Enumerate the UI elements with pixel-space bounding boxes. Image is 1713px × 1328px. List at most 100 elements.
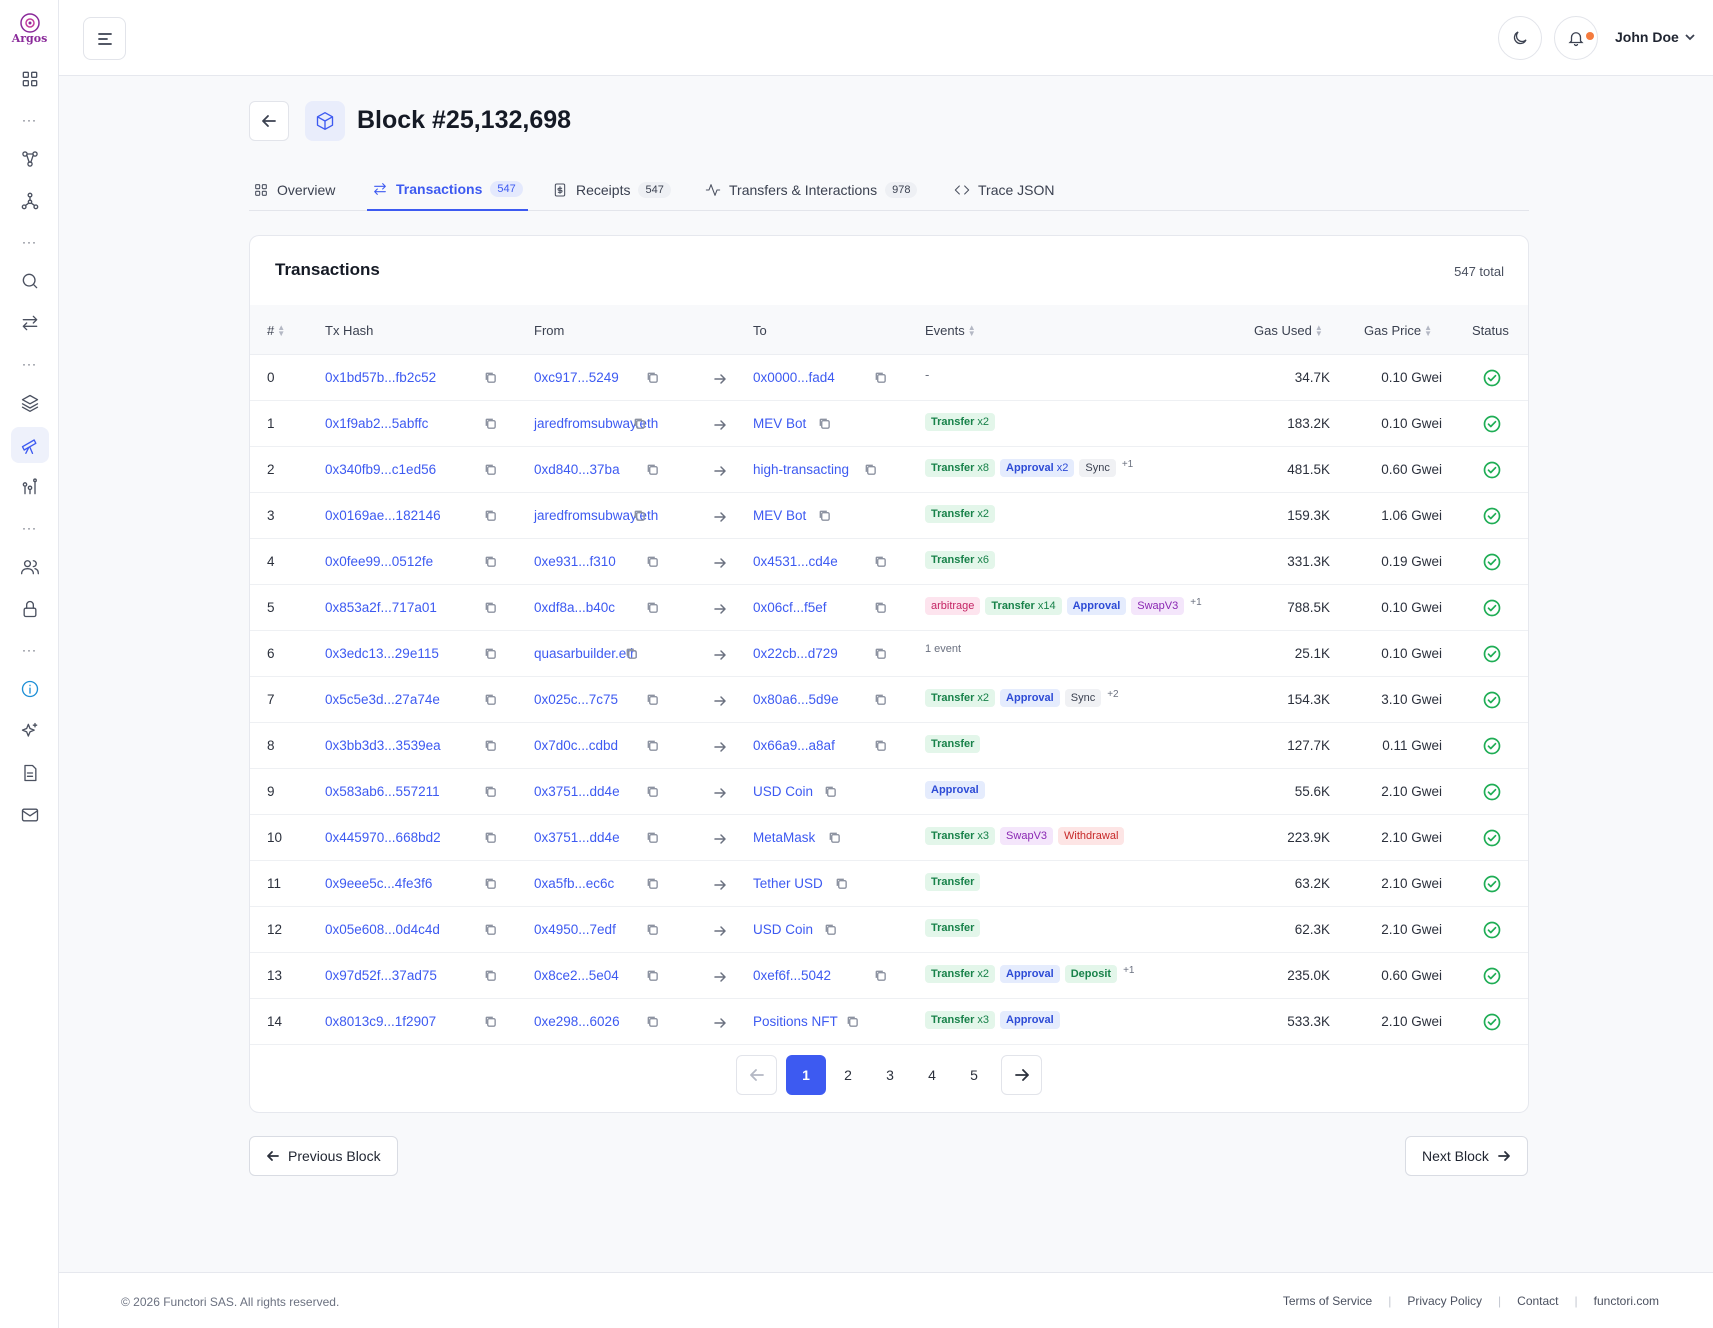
copy-icon[interactable] [646,1015,659,1028]
copy-icon[interactable] [646,831,659,844]
to-address-link[interactable]: USD Coin [753,784,814,799]
copy-icon[interactable] [646,463,659,476]
copy-icon[interactable] [646,371,659,384]
pagination-page-2[interactable]: 2 [844,1067,852,1083]
tab-transactions[interactable]: Transactions 547 [367,168,528,211]
copy-icon[interactable] [633,417,646,430]
copy-icon[interactable] [646,555,659,568]
to-address-link[interactable]: high-transacting [753,462,850,477]
table-row[interactable]: 8 0x3bb3d3...3539ea 0x7d0c...cdbd 0x66a9...… [250,723,1528,769]
more-events[interactable]: +2 [1107,688,1119,700]
pagination-page-3[interactable]: 3 [886,1067,894,1083]
more-events[interactable]: +1 [1123,964,1135,976]
chevron-down-icon[interactable] [1683,30,1697,44]
copy-icon[interactable] [646,877,659,890]
argos-logo[interactable]: Argos [0,12,59,45]
copy-icon[interactable] [633,509,646,522]
from-address-link[interactable]: 0xc917...5249 [534,370,619,385]
to-address-link[interactable]: Positions NFT [753,1014,838,1029]
to-address-link[interactable]: 0x0000...fad4 [753,370,835,385]
tab-overview[interactable]: Overview [253,168,335,211]
to-address-link[interactable]: MetaMask [753,830,816,845]
from-address-link[interactable]: 0xa5fb...ec6c [534,876,615,891]
from-address-link[interactable]: quasarbuilder.eth [534,646,638,661]
tx-hash-link[interactable]: 0x5c5e3d...27a74e [325,692,440,707]
table-row[interactable]: 3 0x0169ae...182146 jaredfromsubway.eth MEV… [250,493,1528,539]
to-address-link[interactable]: MEV Bot [753,416,807,431]
to-address-link[interactable]: 0x22cb...d729 [753,646,838,661]
copy-icon[interactable] [828,831,841,844]
table-row[interactable]: 12 0x05e608...0d4c4d 0x4950...7edf USD Coin… [250,907,1528,953]
copy-icon[interactable] [484,739,497,752]
tx-hash-link[interactable]: 0x853a2f...717a01 [325,600,437,615]
from-address-link[interactable]: 0x8ce2...5e04 [534,968,619,983]
copy-icon[interactable] [864,463,877,476]
copy-icon[interactable] [874,371,887,384]
copy-icon[interactable] [818,509,831,522]
table-row[interactable]: 14 0x8013c9...1f2907 0xe298...6026 Position… [250,999,1528,1045]
from-address-link[interactable]: jaredfromsubway.eth [534,508,659,523]
tx-hash-link[interactable]: 0x1bd57b...fb2c52 [325,370,437,385]
copy-icon[interactable] [835,877,848,890]
table-row[interactable]: 1 0x1f9ab2...5abffc jaredfromsubway.eth MEV… [250,401,1528,447]
copy-icon[interactable] [484,923,497,936]
telescope-icon[interactable] [11,427,49,463]
pagination-prev-button[interactable] [736,1055,777,1095]
to-address-link[interactable]: 0xef6f...5042 [753,968,832,983]
to-address-link[interactable]: Tether USD [753,876,823,891]
copy-icon[interactable] [484,509,497,522]
from-address-link[interactable]: 0xd840...37ba [534,462,620,477]
tx-hash-link[interactable]: 0x9eee5c...4fe3f6 [325,876,433,891]
graph-icon[interactable] [20,191,40,211]
theme-toggle-button[interactable] [1498,16,1542,60]
back-button[interactable] [249,101,289,141]
table-row[interactable]: 9 0x583ab6...557211 0x3751...dd4e USD Coin A… [250,769,1528,815]
tx-hash-link[interactable]: 0x1f9ab2...5abffc [325,416,429,431]
from-address-link[interactable]: 0x025c...7c75 [534,692,619,707]
tx-hash-link[interactable]: 0x0169ae...182146 [325,508,441,523]
footer-link-website[interactable]: functori.com [1593,1294,1659,1308]
copy-icon[interactable] [484,693,497,706]
copy-icon[interactable] [484,417,497,430]
tab-receipts[interactable]: Receipts 547 [552,168,671,211]
to-address-link[interactable]: 0x66a9...a8af [753,738,835,753]
copy-icon[interactable] [874,647,887,660]
swap-icon[interactable] [20,313,40,333]
tx-hash-link[interactable]: 0x340fb9...c1ed56 [325,462,437,477]
notifications-button[interactable] [1554,16,1598,60]
table-row[interactable]: 6 0x3edc13...29e115 quasarbuilder.eth 0x22c… [250,631,1528,677]
copy-icon[interactable] [846,1015,859,1028]
info-icon[interactable] [20,679,40,699]
copy-icon[interactable] [625,647,638,660]
copy-icon[interactable] [484,831,497,844]
table-row[interactable]: 13 0x97d52f...37ad75 0x8ce2...5e04 0xef6f..… [250,953,1528,999]
from-address-link[interactable]: jaredfromsubway.eth [534,416,659,431]
copy-icon[interactable] [484,463,497,476]
copy-icon[interactable] [646,693,659,706]
copy-icon[interactable] [484,555,497,568]
more-events[interactable]: +1 [1121,458,1134,470]
from-address-link[interactable]: 0x3751...dd4e [534,830,620,845]
tx-hash-link[interactable]: 0x0fee99...0512fe [325,554,434,569]
pagination-page-4[interactable]: 4 [928,1067,936,1083]
to-address-link[interactable]: USD Coin [753,922,814,937]
footer-link-contact[interactable]: Contact [1517,1294,1559,1308]
table-row[interactable]: 10 0x445970...668bd2 0x3751...dd4e MetaMask… [250,815,1528,861]
copy-icon[interactable] [646,739,659,752]
lock-icon[interactable] [20,599,40,619]
copy-icon[interactable] [874,601,887,614]
tx-hash-link[interactable]: 0x3edc13...29e115 [325,646,439,661]
previous-block-button[interactable]: Previous Block [249,1136,398,1176]
next-block-button[interactable]: Next Block [1405,1136,1528,1176]
copy-icon[interactable] [646,601,659,614]
user-name[interactable]: John Doe [1615,29,1679,45]
copy-icon[interactable] [874,693,887,706]
from-address-link[interactable]: 0x4950...7edf [534,922,616,937]
copy-icon[interactable] [484,969,497,982]
copy-icon[interactable] [646,969,659,982]
layers-icon[interactable] [20,393,40,413]
tx-hash-link[interactable]: 0x3bb3d3...3539ea [325,738,441,753]
to-address-link[interactable]: 0x4531...cd4e [753,554,838,569]
column-header-gas-used[interactable]: Gas Used ▲ ▼ [1254,323,1323,338]
tx-hash-link[interactable]: 0x445970...668bd2 [325,830,441,845]
